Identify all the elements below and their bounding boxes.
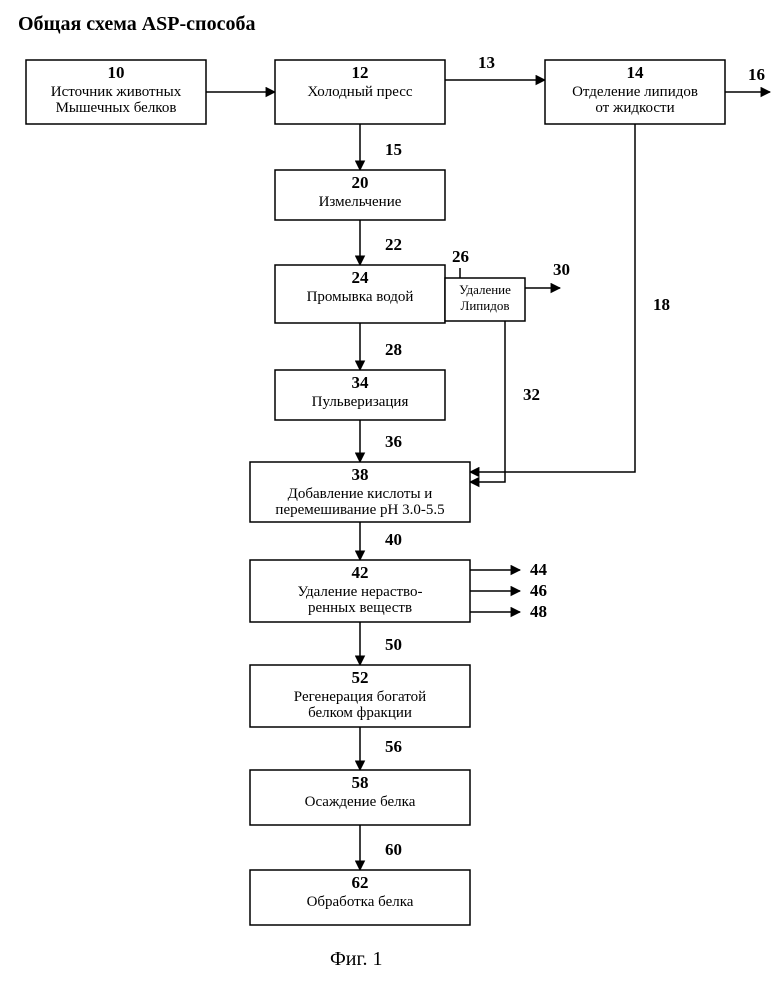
flow-node-10: 10 Источник животныхМышечных белков [26, 60, 206, 124]
node-number: 12 [352, 63, 369, 82]
node-label: Удаление нераство- [297, 584, 422, 600]
diagram-title: Общая схема ASP-способа [18, 13, 255, 35]
node-number: 38 [352, 465, 369, 484]
flow-node-34: 34 Пульверизация [275, 370, 445, 420]
edge-label: 32 [523, 385, 540, 404]
node-label: Регенерация богатой [294, 689, 426, 705]
edge-label: 15 [385, 140, 402, 159]
flow-node-52: 52 Регенерация богатойбелком фракции [250, 665, 470, 727]
edge-label: 18 [653, 295, 670, 314]
node-label: Удаление [459, 282, 511, 297]
node-number: 10 [108, 63, 125, 82]
node-number: 34 [352, 373, 370, 392]
edge-label: 50 [385, 635, 402, 654]
node-label: Холодный пресс [307, 84, 412, 100]
node-label: Липидов [461, 298, 510, 313]
edge-label: 16 [748, 65, 765, 84]
node-label: Осаждение белка [305, 794, 416, 810]
node-label: Отделение липидов [572, 84, 698, 100]
node-number: 42 [352, 563, 369, 582]
flow-node-42: 42 Удаление нераство-ренных веществ [250, 560, 470, 622]
edge-label: 60 [385, 840, 402, 859]
edge-label: 40 [385, 530, 402, 549]
flow-node-62: 62 Обработка белка [250, 870, 470, 925]
flow-node-unl: УдалениеЛипидов [445, 278, 525, 321]
node-number: 24 [352, 268, 370, 287]
node-label: Добавление кислоты и [288, 486, 433, 502]
edge-label: 28 [385, 340, 402, 359]
node-label: Мышечных белков [56, 100, 177, 116]
node-number: 20 [352, 173, 369, 192]
flow-node-38: 38 Добавление кислоты иперемешивание рН 3… [250, 462, 470, 522]
node-label: Обработка белка [307, 894, 414, 910]
edge-label: 44 [530, 560, 548, 579]
node-label: Промывка водой [307, 289, 414, 305]
figure-caption: Фиг. 1 [330, 948, 382, 970]
edge-label: 36 [385, 432, 402, 451]
flow-node-24: 24 Промывка водой [275, 265, 445, 323]
edge-label: 30 [553, 260, 570, 279]
node-label: Пульверизация [312, 394, 409, 410]
node-number: 62 [352, 873, 369, 892]
node-number: 58 [352, 773, 369, 792]
flow-node-58: 58 Осаждение белка [250, 770, 470, 825]
node-number: 52 [352, 668, 369, 687]
flow-node-20: 20 Измельчение [275, 170, 445, 220]
node-label: перемешивание рН 3.0-5.5 [275, 502, 444, 518]
edge-label: 56 [385, 737, 402, 756]
edge-label: 13 [478, 53, 495, 72]
edge-label: 46 [530, 581, 547, 600]
edge-label: 22 [385, 235, 402, 254]
node-label: Измельчение [319, 194, 402, 210]
flow-node-14: 14 Отделение липидовот жидкости [545, 60, 725, 124]
edge-label: 26 [452, 247, 469, 266]
flow-edge [470, 321, 505, 482]
flow-node-12: 12 Холодный пресс [275, 60, 445, 124]
node-label: белком фракции [308, 705, 412, 721]
node-number: 14 [627, 63, 645, 82]
node-label: ренных веществ [308, 600, 412, 616]
node-label: от жидкости [595, 100, 674, 116]
edge-label: 48 [530, 602, 547, 621]
node-label: Источник животных [51, 84, 182, 100]
